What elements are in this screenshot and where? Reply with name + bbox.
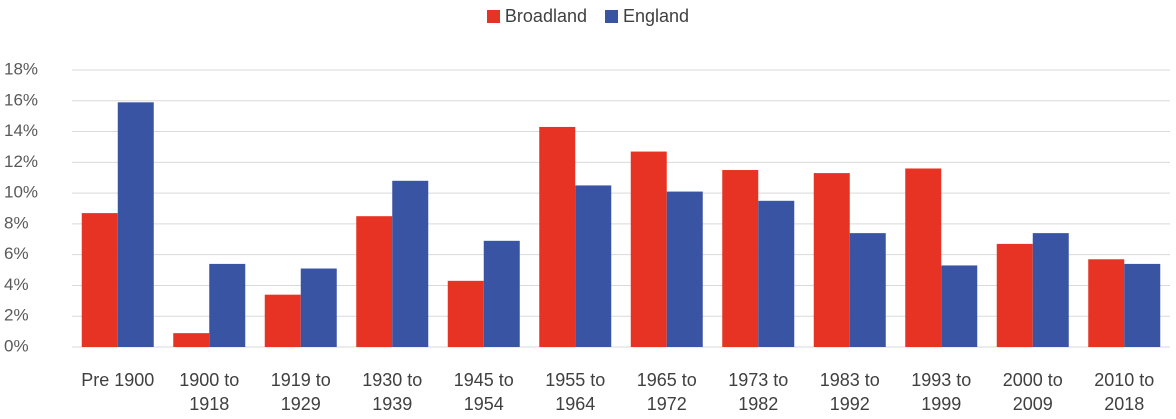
x-tick-label: 1930 to 1939 — [362, 370, 423, 414]
bar — [300, 268, 337, 347]
legend: Broadland England — [0, 6, 1176, 27]
bar — [630, 151, 667, 347]
legend-label: England — [623, 6, 690, 26]
x-tick-label: 1983 to 1992 — [819, 370, 880, 414]
bar — [209, 263, 246, 347]
bar — [1032, 233, 1069, 347]
y-tick-label: 8% — [4, 213, 29, 232]
y-tick-label: 16% — [4, 90, 38, 109]
legend-label: Broadland — [504, 6, 587, 26]
x-tick-label: 1993 to 1999 — [911, 370, 972, 414]
legend-swatch — [486, 10, 500, 23]
bar — [1124, 263, 1161, 347]
x-tick-label: 1945 to 1954 — [453, 370, 514, 414]
y-tick-label: 18% — [4, 59, 38, 78]
x-tick-label: 1900 to 1918 — [179, 370, 240, 414]
x-tick-label: 1955 to 1964 — [545, 370, 606, 414]
bar — [117, 102, 154, 347]
x-tick-label: 1965 to 1972 — [636, 370, 697, 414]
x-tick-label: Pre 1900 — [81, 370, 155, 390]
y-tick-label: 10% — [4, 183, 38, 202]
bar — [356, 216, 393, 347]
y-tick-label: 14% — [4, 121, 38, 140]
bar — [264, 294, 301, 347]
bar — [758, 200, 795, 347]
bar — [666, 191, 703, 347]
bar — [849, 233, 886, 347]
bar — [722, 170, 759, 347]
bar — [813, 173, 850, 347]
x-tick-label: 2010 to 2018 — [1094, 370, 1155, 414]
y-tick-label: 2% — [4, 306, 29, 325]
y-tick-label: 0% — [4, 336, 29, 355]
bar — [483, 240, 520, 347]
bar — [392, 180, 429, 347]
bar — [941, 265, 978, 347]
legend-item: England — [605, 6, 689, 27]
x-tick-label: 1973 to 1982 — [728, 370, 789, 414]
legend-item: Broadland — [486, 6, 587, 27]
x-tick-label: 2000 to 2009 — [1002, 370, 1063, 414]
y-tick-label: 4% — [4, 275, 29, 294]
bar — [81, 213, 118, 347]
bar — [173, 333, 210, 347]
bar — [1088, 259, 1125, 347]
legend-swatch — [605, 10, 618, 23]
bar — [539, 126, 576, 347]
x-tick-label: 1919 to 1929 — [270, 370, 331, 414]
y-tick-label: 12% — [4, 152, 38, 171]
bar — [575, 185, 612, 347]
bar — [447, 280, 484, 347]
bar — [996, 243, 1033, 347]
y-tick-label: 6% — [4, 244, 29, 263]
bar — [905, 168, 942, 347]
